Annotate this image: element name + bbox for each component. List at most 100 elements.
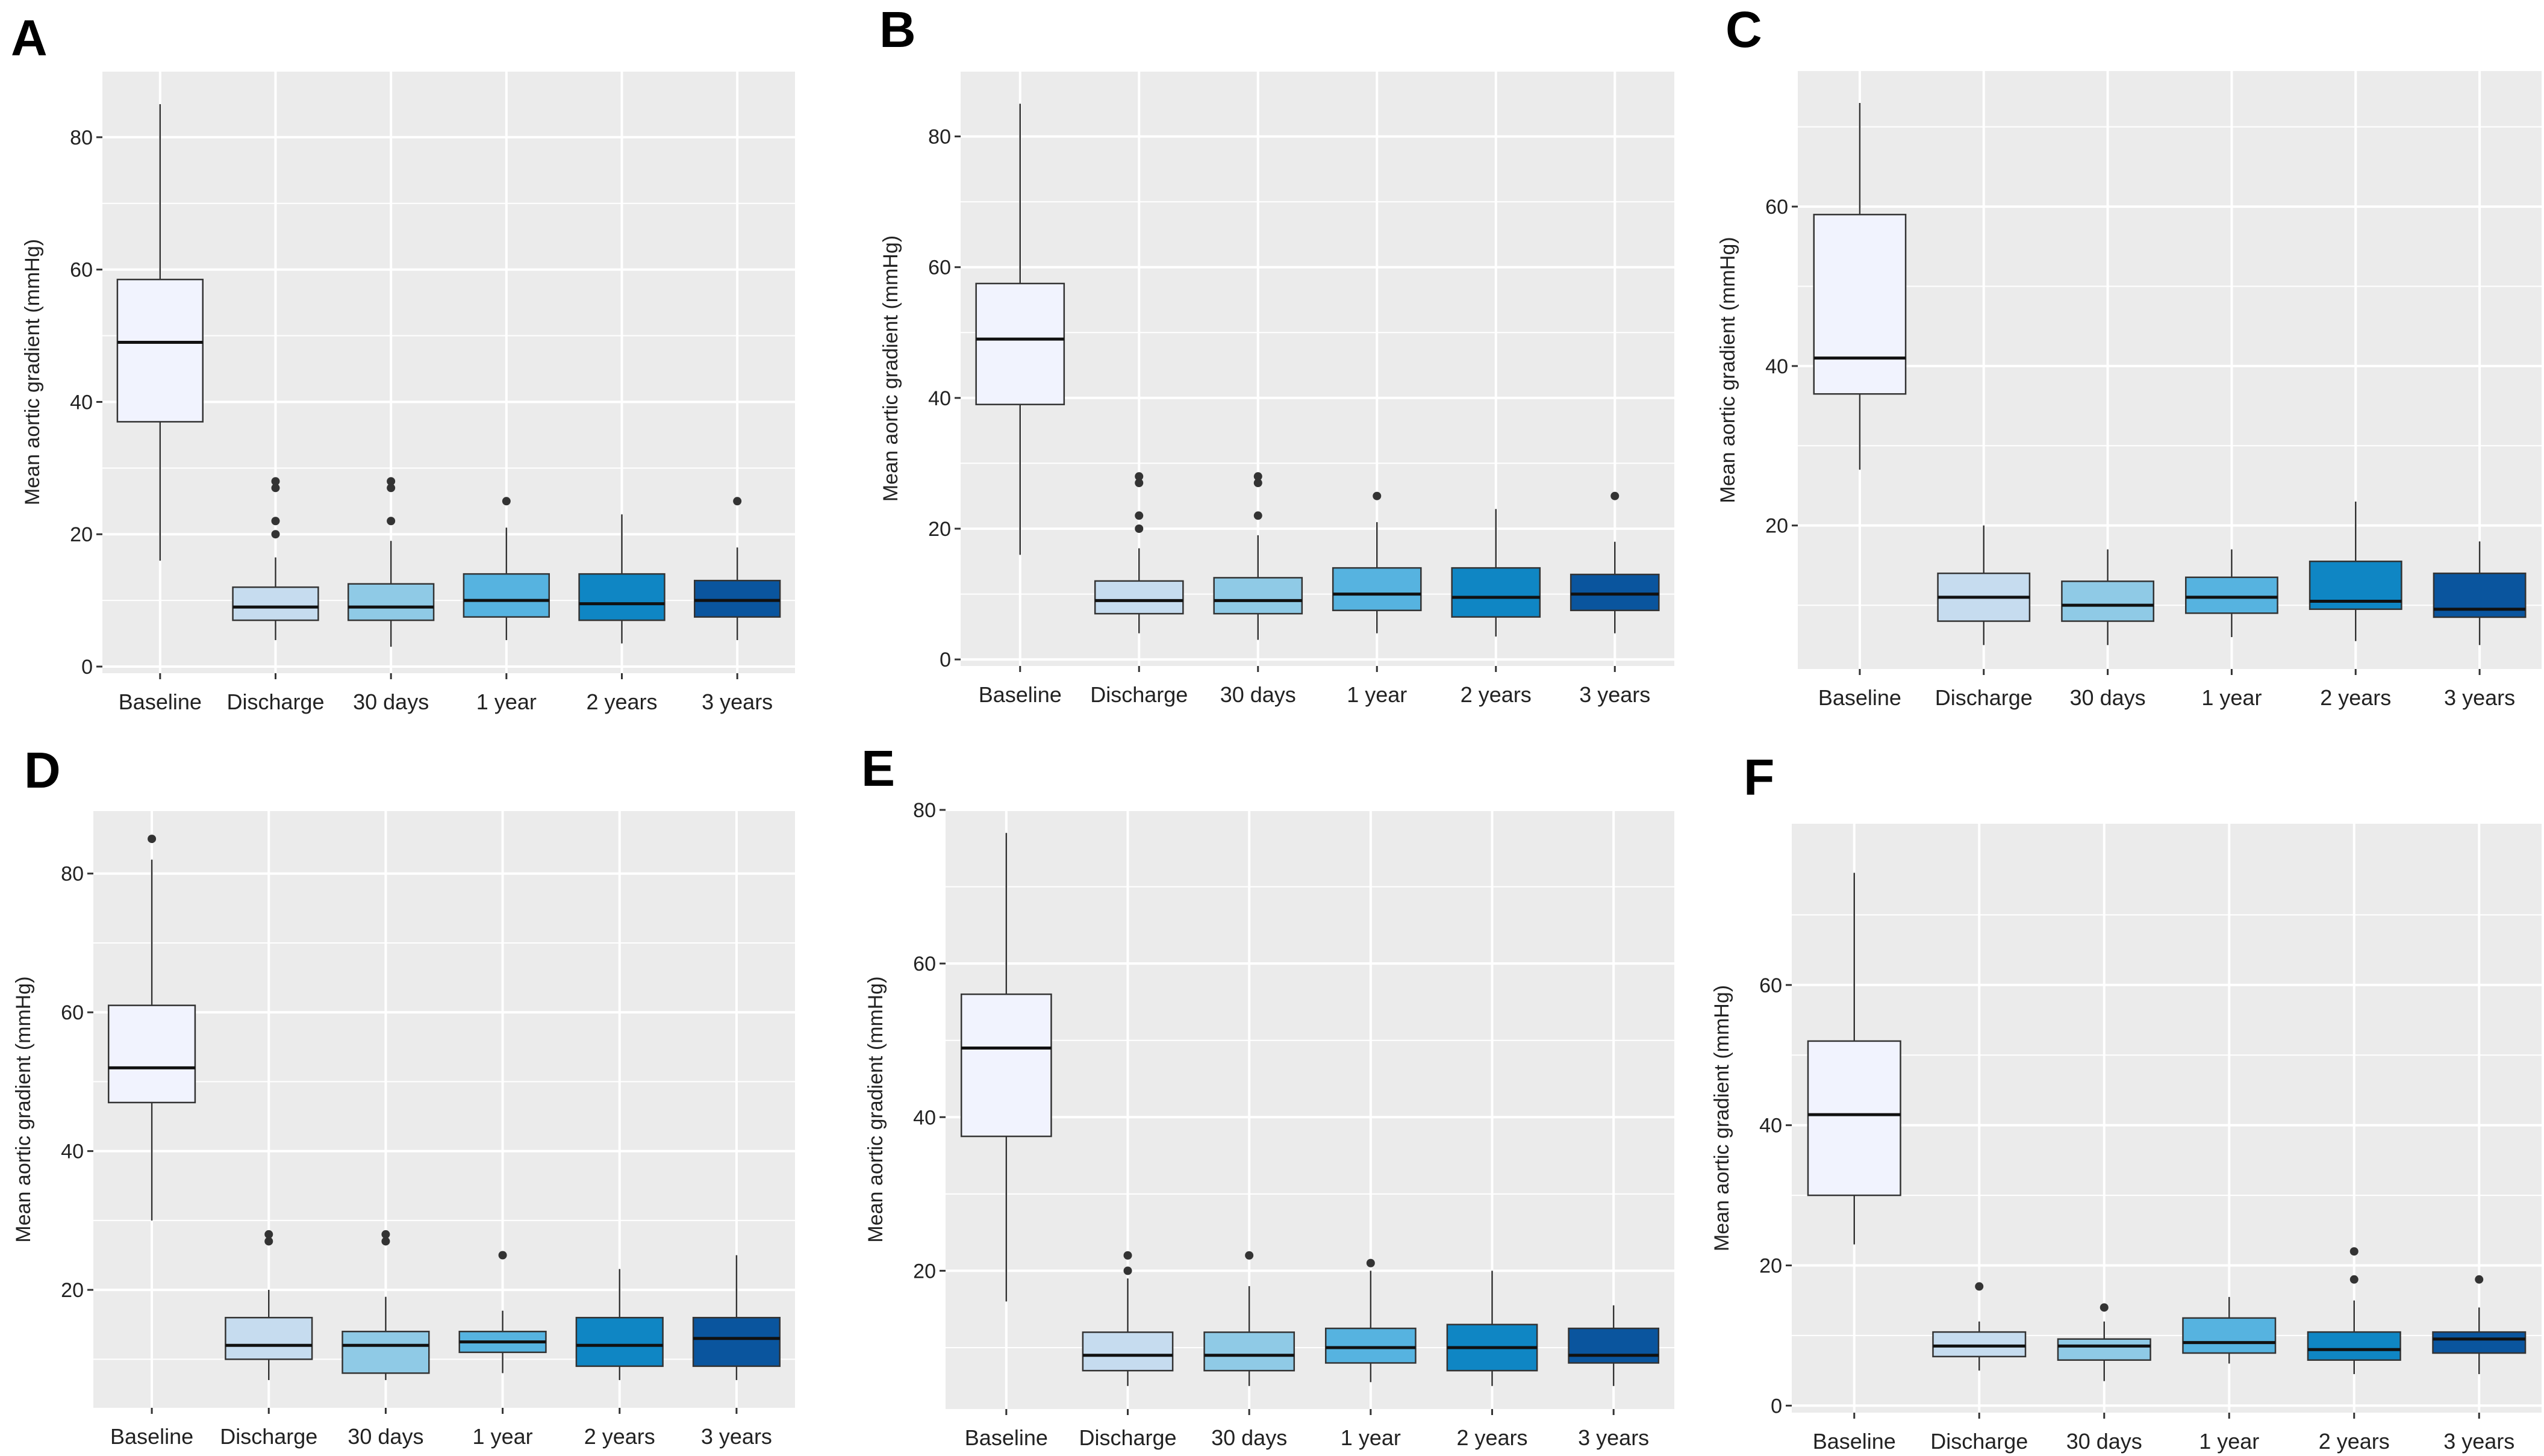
panel-c-box-baseline xyxy=(1813,102,1907,470)
panel-d-y-axis-title: Mean aortic gradient (mmHg) xyxy=(12,976,35,1242)
panel-b-iqr-box-1-year xyxy=(1332,567,1422,611)
panel-b-outlier-discharge xyxy=(1135,524,1144,533)
panel-f-iqr-box-3-years xyxy=(2432,1331,2527,1354)
panel-b-xtick-label-baseline: Baseline xyxy=(979,682,1062,707)
panel-c-box-3-years xyxy=(2433,541,2527,646)
panel-a-box-discharge xyxy=(232,477,319,641)
panel-d-xtick-label-1-year: 1 year xyxy=(473,1424,533,1449)
panel-a-letter: A xyxy=(11,10,48,66)
panel-c-iqr-box-baseline xyxy=(1813,214,1907,395)
panel-f-box-3-years xyxy=(2432,1275,2527,1374)
panel-d-iqr-box-30-days xyxy=(341,1330,430,1374)
panel-d-box-discharge xyxy=(225,1230,313,1380)
panel-f-box-2-years xyxy=(2307,1247,2401,1374)
panel-b-xtick-label-2-years: 2 years xyxy=(1461,682,1532,707)
panel-b-box-1-year xyxy=(1332,491,1422,633)
panel-a-xtick-label-baseline: Baseline xyxy=(119,689,202,714)
panel-e-xtick-label-2-years: 2 years xyxy=(1456,1425,1527,1450)
panel-d-ytick-label-40: 40 xyxy=(61,1140,84,1163)
panel-b-box-30-days xyxy=(1213,472,1303,640)
panel-f-ytick-label-20: 20 xyxy=(1759,1255,1782,1278)
panel-d-box-3-years xyxy=(692,1255,781,1380)
panel-f-iqr-box-2-years xyxy=(2307,1331,2401,1361)
panel-b-ytick-label-20: 20 xyxy=(928,518,951,541)
panel-a-box-baseline xyxy=(116,104,204,561)
panel-d-iqr-box-3-years xyxy=(692,1316,781,1367)
panel-c-xtick-label-baseline: Baseline xyxy=(1818,685,1901,710)
panel-b-iqr-box-3-years xyxy=(1570,573,1660,611)
panel-c-xtick-label-30-days: 30 days xyxy=(2070,685,2146,710)
panel-b-ytick-label-80: 80 xyxy=(928,126,951,149)
panel-b-xtick-label-1-year: 1 year xyxy=(1347,682,1407,707)
panel-b-box-baseline xyxy=(975,104,1065,555)
panel-f-xtick-label-3-years: 3 years xyxy=(2443,1429,2514,1454)
panel-a-y-axis-title: Mean aortic gradient (mmHg) xyxy=(21,239,44,505)
panel-e-ytick-label-80: 80 xyxy=(913,799,936,822)
panel-d-box-1-year xyxy=(458,1251,547,1374)
panel-c-iqr-box-1-year xyxy=(2185,576,2278,614)
panel-e-box-30-days xyxy=(1203,1251,1295,1386)
panel-b-outlier-1-year xyxy=(1373,491,1382,500)
panel-b-iqr-box-discharge xyxy=(1094,580,1184,615)
panel-e-outlier-30-days xyxy=(1245,1251,1254,1260)
panel-c-ytick-label-40: 40 xyxy=(1765,355,1788,378)
panel-b-ytick-label-0: 0 xyxy=(940,649,951,671)
panel-f-xtick-label-30-days: 30 days xyxy=(2066,1429,2142,1454)
panel-f-ytick-label-40: 40 xyxy=(1759,1115,1782,1137)
panel-c-xtick-label-1-year: 1 year xyxy=(2201,685,2262,710)
panel-a-iqr-box-baseline xyxy=(116,278,204,423)
panel-e-xtick-label-baseline: Baseline xyxy=(965,1425,1048,1450)
panel-d-xtick-label-3-years: 3 years xyxy=(701,1424,772,1449)
panel-f-box-discharge xyxy=(1932,1282,2027,1371)
panel-e-plot-background xyxy=(946,810,1674,1409)
panel-b-letter: B xyxy=(879,1,916,58)
panel-f-outlier-discharge xyxy=(1975,1282,1984,1291)
panel-b-iqr-box-30-days xyxy=(1213,577,1303,615)
panel-f-ytick-label-0: 0 xyxy=(1771,1395,1782,1417)
panel-b-box-3-years xyxy=(1570,491,1660,633)
panel-a-ytick-label-60: 60 xyxy=(70,259,93,282)
panel-b-xtick-label-30-days: 30 days xyxy=(1220,682,1296,707)
panel-b-plot-background xyxy=(961,71,1674,666)
panel-e-xtick-label-30-days: 30 days xyxy=(1211,1425,1287,1450)
panel-a-outlier-30-days xyxy=(387,477,396,486)
panel-c-ytick-label-60: 60 xyxy=(1765,196,1788,219)
panel-f-iqr-box-baseline xyxy=(1807,1040,1901,1196)
panel-a-plot-background xyxy=(102,71,795,673)
panel-c-xtick-label-3-years: 3 years xyxy=(2444,685,2515,710)
panel-a-outlier-discharge xyxy=(271,517,280,526)
panel-e-y-axis-title: Mean aortic gradient (mmHg) xyxy=(864,976,887,1242)
panel-b-box-discharge xyxy=(1094,472,1184,633)
panel-e-iqr-box-discharge xyxy=(1082,1331,1174,1372)
panel-d-ytick-label-80: 80 xyxy=(61,863,84,886)
panel-c-xtick-label-discharge: Discharge xyxy=(1935,685,2033,710)
panel-d-letter: D xyxy=(24,742,61,798)
panel-d-ytick-label-60: 60 xyxy=(61,1001,84,1024)
panel-f-xtick-label-1-year: 1 year xyxy=(2199,1429,2259,1454)
panel-a-box-1-year xyxy=(463,497,550,641)
panel-d-plot-background xyxy=(93,811,795,1408)
panel-a-outlier-discharge xyxy=(271,484,280,493)
panel-a-xtick-label-discharge: Discharge xyxy=(226,689,324,714)
panel-e-iqr-box-1-year xyxy=(1324,1327,1417,1364)
panel-f-iqr-box-1-year xyxy=(2182,1317,2277,1354)
panel-b-iqr-box-baseline xyxy=(975,282,1065,405)
panel-f-outlier-30-days xyxy=(2100,1303,2109,1312)
panel-b-xtick-label-discharge: Discharge xyxy=(1090,682,1188,707)
panel-d-xtick-label-2-years: 2 years xyxy=(584,1424,655,1449)
panel-e-iqr-box-30-days xyxy=(1203,1331,1295,1372)
panel-e-iqr-box-baseline xyxy=(960,993,1052,1137)
panel-a-xtick-label-1-year: 1 year xyxy=(476,689,537,714)
panel-a-iqr-box-2-years xyxy=(578,573,666,621)
panel-d-iqr-box-discharge xyxy=(225,1316,313,1360)
panel-b-iqr-box-2-years xyxy=(1451,567,1541,618)
panel-f-box-1-year xyxy=(2182,1296,2277,1364)
panel-e-ytick-label-20: 20 xyxy=(913,1260,936,1283)
panel-d-box-baseline xyxy=(107,835,196,1221)
panel-b-box-2-years xyxy=(1451,509,1541,637)
panel-c-box-discharge xyxy=(1937,525,2031,646)
panel-d-xtick-label-30-days: 30 days xyxy=(348,1424,423,1449)
panel-c-y-axis-title: Mean aortic gradient (mmHg) xyxy=(1716,237,1739,503)
panel-f-outlier-3-years xyxy=(2475,1275,2484,1284)
